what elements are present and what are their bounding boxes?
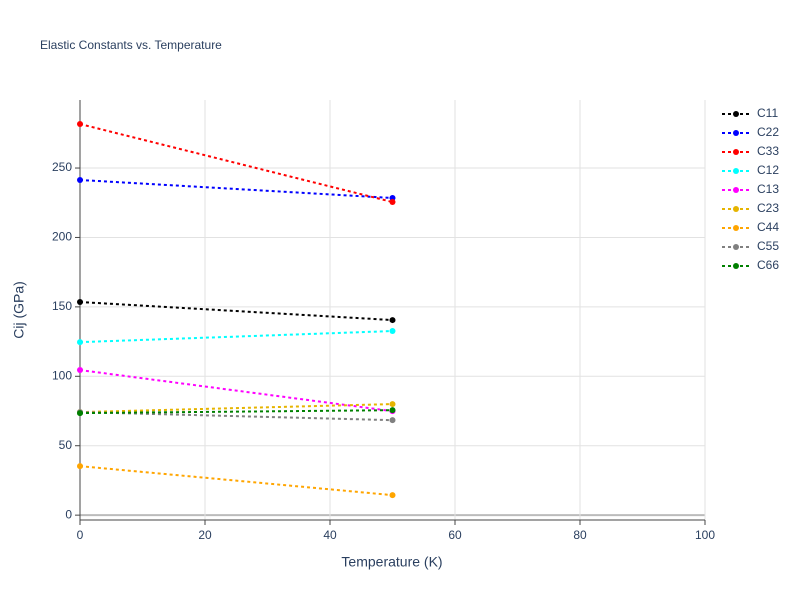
series-line bbox=[79, 465, 393, 497]
x-tick-label: 20 bbox=[198, 528, 212, 542]
data-point bbox=[389, 492, 396, 499]
y-axis-label: Cij (GPa) bbox=[11, 281, 27, 339]
legend-marker bbox=[733, 263, 739, 269]
data-point bbox=[389, 199, 396, 206]
y-tick-label: 50 bbox=[59, 438, 73, 452]
x-tick-label: 100 bbox=[695, 528, 715, 542]
x-tick-label: 60 bbox=[448, 528, 462, 542]
legend-marker bbox=[733, 187, 739, 193]
data-point bbox=[77, 410, 83, 417]
y-tick-label: 150 bbox=[52, 299, 72, 313]
legend-marker bbox=[733, 244, 739, 250]
y-tick-label: 0 bbox=[65, 507, 72, 521]
legend-marker bbox=[733, 225, 739, 231]
legend-label: C23 bbox=[757, 201, 779, 215]
data-point bbox=[77, 339, 83, 346]
series-line bbox=[79, 411, 393, 422]
legend-marker bbox=[733, 206, 739, 212]
series-line bbox=[79, 369, 393, 413]
legend-marker bbox=[733, 130, 739, 136]
legend-label: C11 bbox=[757, 106, 778, 120]
series-line bbox=[79, 123, 393, 204]
series-line bbox=[79, 330, 393, 344]
series-line bbox=[79, 178, 393, 200]
data-point bbox=[389, 401, 396, 408]
legend-label: C55 bbox=[757, 239, 779, 253]
legend-label: C13 bbox=[757, 182, 779, 196]
legend-marker bbox=[733, 168, 739, 174]
data-point bbox=[77, 121, 83, 128]
data-point bbox=[389, 417, 396, 424]
data-point bbox=[389, 328, 396, 335]
series-line bbox=[79, 403, 393, 414]
x-tick-label: 40 bbox=[323, 528, 337, 542]
legend-label: C33 bbox=[757, 144, 779, 158]
data-point bbox=[389, 407, 396, 414]
x-tick-label: 80 bbox=[573, 528, 587, 542]
series-line bbox=[79, 301, 393, 322]
y-tick-label: 250 bbox=[52, 160, 72, 174]
legend-label: C44 bbox=[757, 220, 779, 234]
data-point bbox=[77, 463, 83, 470]
data-point bbox=[77, 176, 83, 183]
legend-marker bbox=[733, 149, 739, 155]
chart-title: Elastic Constants vs. Temperature bbox=[40, 38, 222, 52]
legend-label: C66 bbox=[757, 258, 779, 272]
data-point bbox=[77, 299, 83, 306]
legend-label: C22 bbox=[757, 125, 779, 139]
x-tick-label: 0 bbox=[77, 528, 84, 542]
legend-marker bbox=[733, 111, 739, 117]
series-line bbox=[79, 409, 393, 415]
legend-label: C12 bbox=[757, 163, 779, 177]
y-tick-label: 100 bbox=[52, 368, 72, 382]
y-tick-label: 200 bbox=[52, 230, 72, 244]
x-axis-label: Temperature (K) bbox=[341, 554, 442, 570]
data-point bbox=[77, 367, 83, 374]
data-point bbox=[389, 317, 396, 324]
